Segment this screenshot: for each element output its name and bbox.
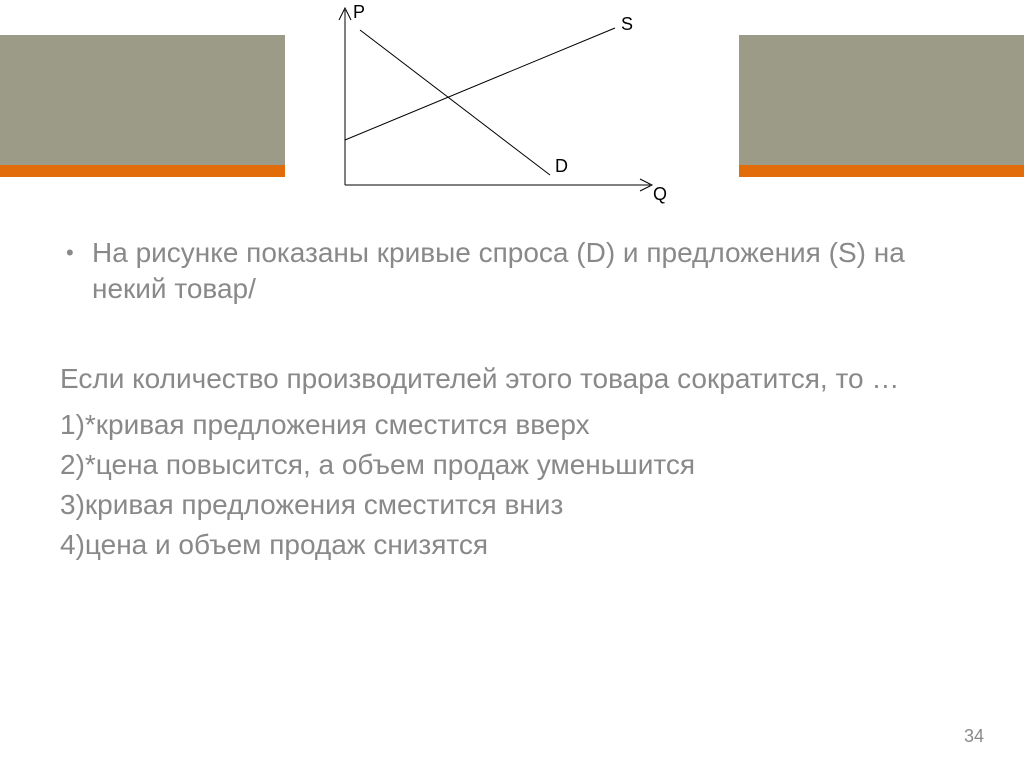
curve-label-d: D — [555, 156, 568, 176]
answer-4: 4)цена и объем продаж снизятся — [60, 525, 964, 565]
slide: P Q S D • На рисунке показаны кривые спр… — [0, 0, 1024, 767]
page-number: 34 — [964, 726, 984, 747]
decor-band-gray-right — [739, 35, 1024, 165]
bullet-text: На рисунке показаны кривые спроса (D) и … — [92, 235, 964, 307]
curve-label-s: S — [621, 14, 633, 34]
answer-list: 1)*кривая предложения сместится вверх 2)… — [60, 405, 964, 565]
answer-1: 1)*кривая предложения сместится вверх — [60, 405, 964, 445]
decor-band-gray-left — [0, 35, 285, 165]
decor-band-orange-left — [0, 165, 285, 177]
bullet-item: • На рисунке показаны кривые спроса (D) … — [60, 235, 964, 307]
content-area: • На рисунке показаны кривые спроса (D) … — [60, 235, 964, 565]
axis-label-q: Q — [653, 184, 667, 204]
answer-2: 2)*цена повысится, а объем продаж уменьш… — [60, 445, 964, 485]
supply-demand-chart: P Q S D — [305, 0, 705, 210]
bullet-dot-icon: • — [60, 235, 92, 271]
question-text: Если количество производителей этого тов… — [60, 359, 964, 399]
answer-3: 3)кривая предложения сместится вниз — [60, 485, 964, 525]
axis-label-p: P — [353, 2, 365, 22]
decor-band-orange-right — [739, 165, 1024, 177]
